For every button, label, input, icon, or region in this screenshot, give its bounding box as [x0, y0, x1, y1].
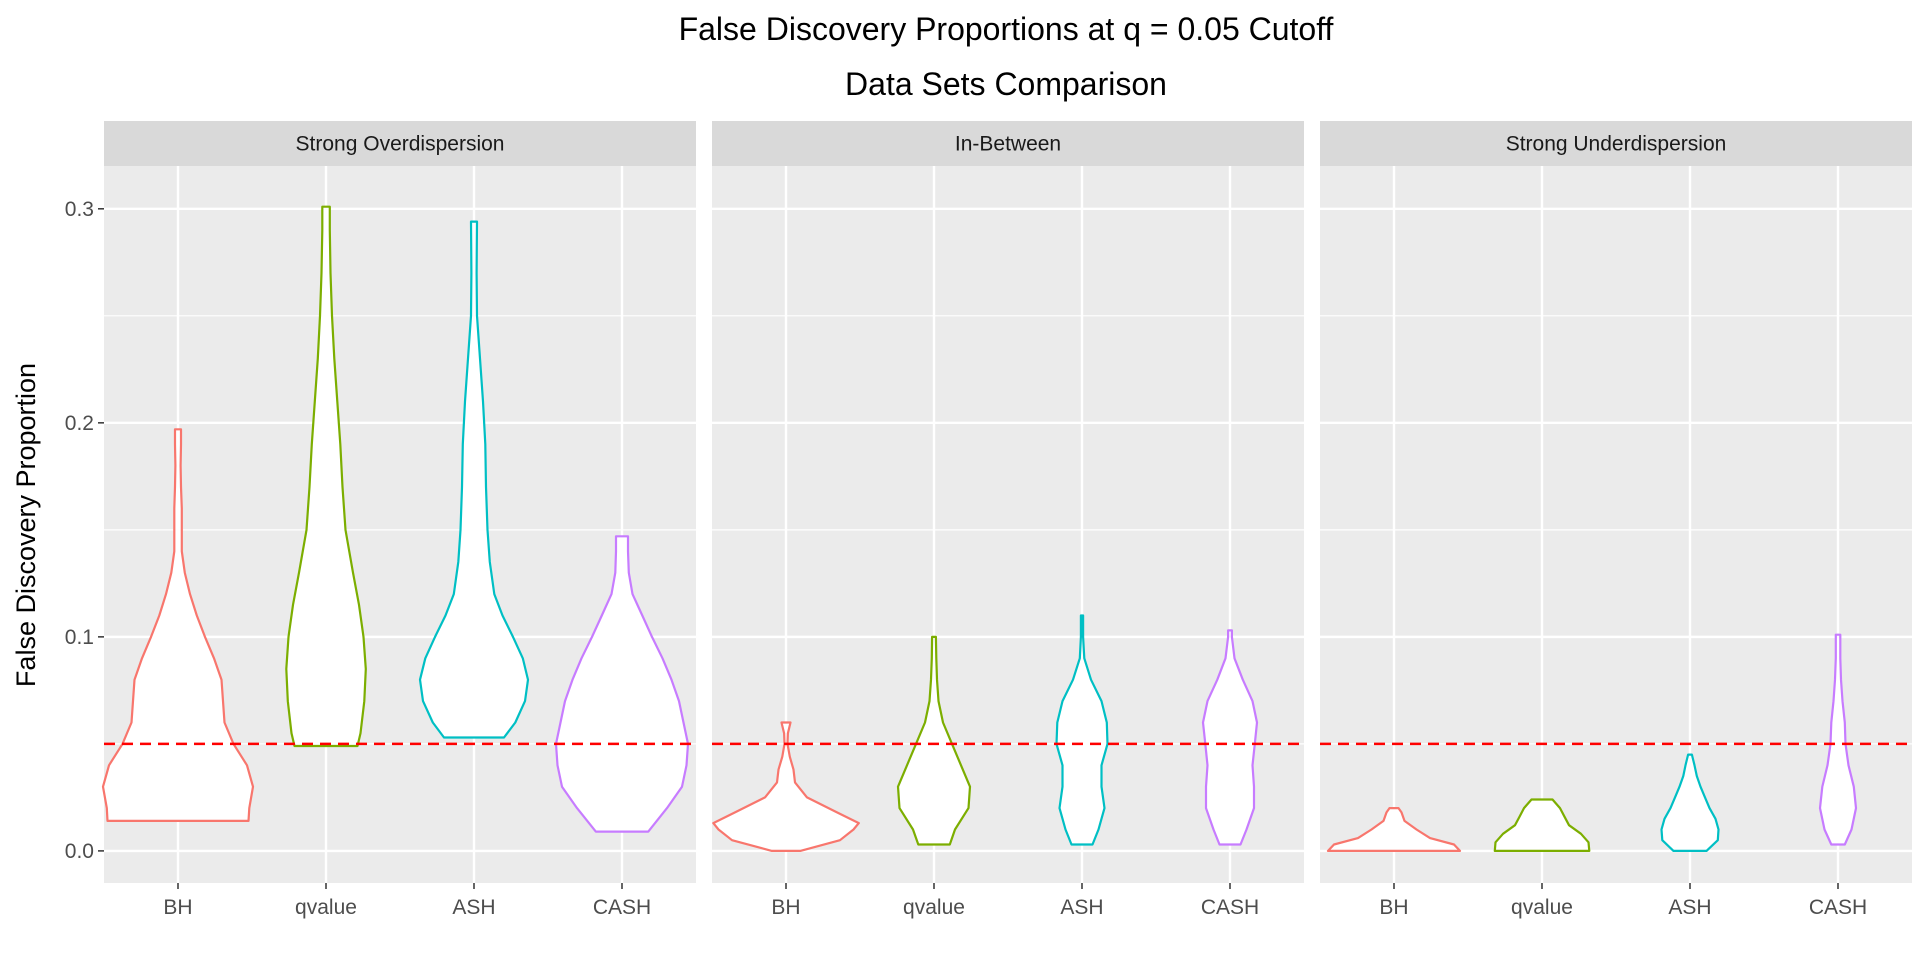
- violin-qvalue: [285, 205, 367, 748]
- x-tick-label: CASH: [593, 896, 651, 919]
- facet-panel-0: Strong Overdispersion BH qvalue ASH CASH: [101, 121, 696, 919]
- chart-subtitle: Data Sets Comparison: [845, 66, 1167, 102]
- facet-panel-1: In-Between BH qvalue ASH CASH: [712, 121, 1304, 919]
- y-tick-label: 0.1: [65, 626, 94, 649]
- violin-ash: [418, 220, 530, 739]
- x-tick-label: ASH: [452, 896, 495, 919]
- violin-bh: [1326, 807, 1462, 852]
- y-axis-title: False Discovery Proportion: [11, 363, 41, 687]
- x-tick-label: qvalue: [1511, 896, 1573, 919]
- x-tick-label: ASH: [1060, 896, 1103, 919]
- violin-bh: [101, 428, 255, 822]
- y-tick-label: 0.0: [65, 840, 94, 863]
- x-tick-label: ASH: [1668, 896, 1711, 919]
- facet-strip-label: Strong Underdispersion: [1506, 133, 1727, 156]
- violin-cash: [1201, 629, 1259, 846]
- violin-cash: [1818, 633, 1858, 846]
- chart-title: False Discovery Proportions at q = 0.05 …: [679, 11, 1334, 47]
- panel-background: [1320, 166, 1912, 883]
- x-tick-label: qvalue: [295, 896, 357, 919]
- x-tick-label: BH: [1379, 896, 1408, 919]
- violin-ash: [1055, 614, 1109, 846]
- y-tick-label: 0.3: [65, 198, 94, 221]
- panel-background: [712, 166, 1304, 883]
- violin-bh: [712, 721, 860, 852]
- x-tick-label: BH: [771, 896, 800, 919]
- x-tick-label: CASH: [1809, 896, 1867, 919]
- x-tick-label: CASH: [1201, 896, 1259, 919]
- violin-qvalue: [896, 635, 972, 846]
- facet-strip-label: Strong Overdispersion: [296, 133, 505, 156]
- violin-ash: [1660, 753, 1720, 852]
- y-tick-label: 0.2: [65, 412, 94, 435]
- x-tick-label: BH: [163, 896, 192, 919]
- facet-strip: [104, 121, 696, 166]
- facet-strip: [712, 121, 1304, 166]
- violin-qvalue: [1493, 798, 1591, 852]
- facet-strip-label: In-Between: [955, 133, 1061, 156]
- facet-strip: [1320, 121, 1912, 166]
- x-tick-label: qvalue: [903, 896, 965, 919]
- facet-panel-2: Strong Underdispersion BH qvalue ASH CASH: [1320, 121, 1912, 919]
